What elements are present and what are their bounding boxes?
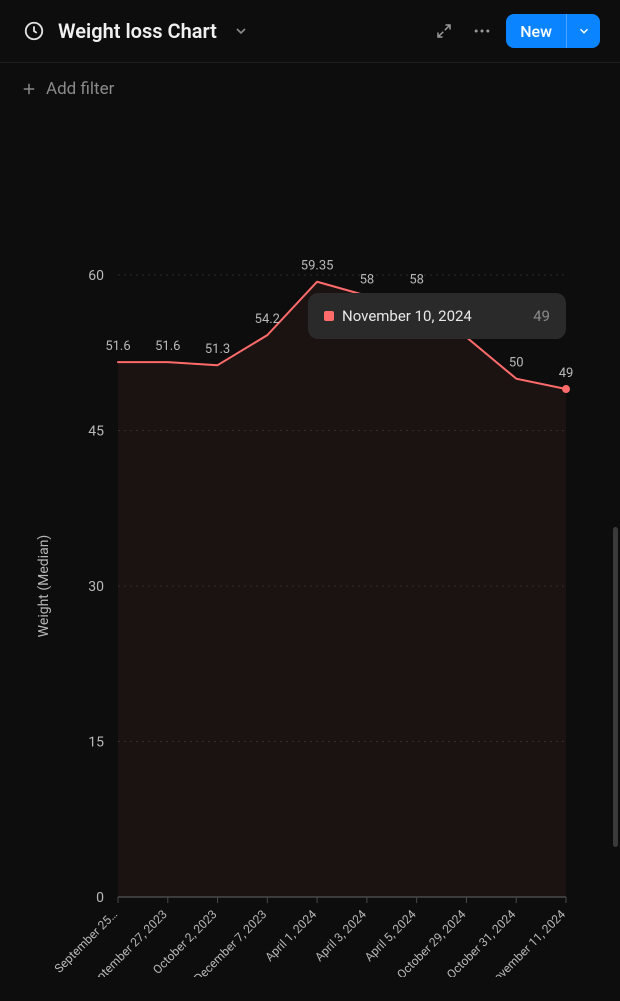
svg-text:60: 60 — [88, 268, 104, 284]
new-button[interactable]: New — [506, 22, 566, 41]
svg-text:49: 49 — [559, 366, 574, 381]
svg-text:November 10, 2024: November 10, 2024 — [342, 307, 472, 325]
page-title: Weight loss Chart — [58, 19, 217, 43]
svg-text:April 1, 2024: April 1, 2024 — [262, 907, 319, 964]
svg-text:51.6: 51.6 — [105, 339, 130, 354]
chart-container: 01530456051.651.651.354.259.3558585049Se… — [0, 107, 620, 977]
svg-text:59.35: 59.35 — [301, 259, 334, 274]
svg-text:45: 45 — [88, 424, 104, 440]
svg-text:0: 0 — [96, 890, 104, 906]
svg-text:58: 58 — [409, 273, 424, 288]
clock-icon — [20, 17, 48, 45]
svg-text:Weight (Median): Weight (Median) — [36, 535, 52, 638]
scrollbar[interactable] — [613, 527, 618, 847]
svg-text:50: 50 — [509, 356, 524, 371]
add-filter-button[interactable]: Add filter — [0, 63, 620, 107]
svg-text:51.6: 51.6 — [155, 339, 180, 354]
title-group[interactable]: Weight loss Chart — [20, 17, 420, 45]
expand-icon[interactable] — [430, 17, 458, 45]
more-icon[interactable] — [468, 17, 496, 45]
plus-icon — [20, 80, 38, 98]
svg-text:30: 30 — [88, 579, 104, 595]
chart-svg[interactable]: 01530456051.651.651.354.259.3558585049Se… — [0, 107, 620, 977]
svg-text:51.3: 51.3 — [205, 342, 230, 357]
svg-text:April 3, 2024: April 3, 2024 — [312, 907, 369, 964]
svg-text:15: 15 — [88, 735, 104, 751]
chevron-down-icon — [227, 17, 255, 45]
new-button-caret[interactable] — [566, 14, 600, 48]
svg-text:58: 58 — [360, 273, 375, 288]
svg-text:54.2: 54.2 — [255, 312, 280, 327]
add-filter-label: Add filter — [46, 79, 114, 99]
new-button-group: New — [506, 14, 600, 48]
svg-text:49: 49 — [533, 307, 550, 325]
topbar: Weight loss Chart New — [0, 0, 620, 63]
